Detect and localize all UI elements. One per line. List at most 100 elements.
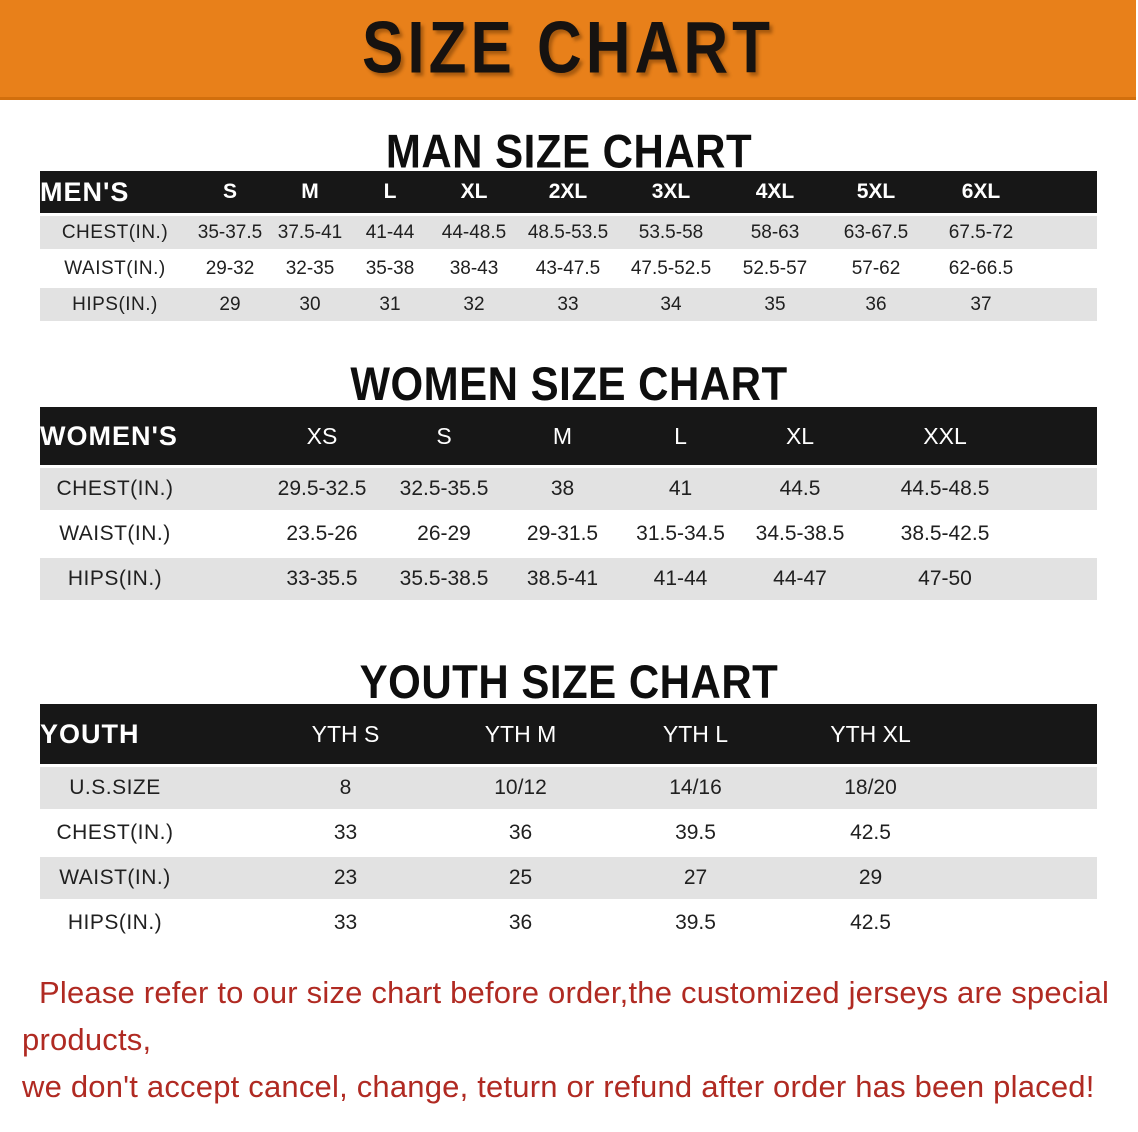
column-header: 2XL (518, 171, 618, 213)
column-header: L (350, 171, 430, 213)
column-header: 5XL (826, 171, 926, 213)
size-value-cell: 48.5-53.5 (518, 216, 618, 249)
size-value-cell: 31 (350, 288, 430, 321)
table-row: CHEST(IN.) 29.5-32.5 32.5-35.5 38 41 44.… (40, 468, 1098, 510)
size-value-cell: 38.5-41 (504, 558, 622, 600)
size-value-cell: 25 (433, 857, 608, 899)
mens-table-label: MEN'S (40, 171, 190, 213)
filler-cell (1036, 252, 1097, 285)
gap-cell (190, 902, 258, 944)
size-value-cell: 32.5-35.5 (384, 468, 505, 510)
size-value-cell: 35 (724, 288, 826, 321)
order-policy-line-2: we don't accept cancel, change, teturn o… (22, 1069, 1095, 1104)
size-value-cell: 53.5-58 (618, 216, 724, 249)
column-header: S (384, 407, 505, 465)
size-value-cell: 44.5-48.5 (860, 468, 1031, 510)
size-value-cell: 47-50 (860, 558, 1031, 600)
gap-cell (190, 468, 261, 510)
size-value-cell: 37.5-41 (270, 216, 350, 249)
size-value-cell: 38-43 (430, 252, 518, 285)
man-size-chart-heading: MAN SIZE CHART (385, 125, 753, 178)
size-value-cell: 33 (258, 902, 433, 944)
column-header: XL (430, 171, 518, 213)
header-filler (1036, 171, 1097, 213)
size-value-cell: 42.5 (783, 902, 958, 944)
youth-table-label: YOUTH (40, 704, 258, 764)
table-row: U.S.SIZE 8 10/12 14/16 18/20 (40, 767, 1097, 809)
row-label: WAIST(IN.) (40, 513, 190, 555)
size-value-cell: 41-44 (350, 216, 430, 249)
youth-size-chart-heading: YOUTH SIZE CHART (359, 655, 779, 708)
size-value-cell: 41 (621, 468, 741, 510)
banner-title: SIZE CHART (362, 7, 774, 90)
size-value-cell: 29 (190, 288, 270, 321)
filler-cell (1036, 216, 1097, 249)
gap-cell (190, 767, 258, 809)
table-row: CHEST(IN.) 35-37.5 37.5-41 41-44 44-48.5… (40, 216, 1097, 249)
table-row: HIPS(IN.) 29 30 31 32 33 34 35 36 37 (40, 288, 1097, 321)
gap-cell (190, 513, 261, 555)
size-value-cell: 23 (258, 857, 433, 899)
column-header: XXL (860, 407, 1031, 465)
column-header: YTH M (433, 704, 608, 764)
size-value-cell: 41-44 (621, 558, 741, 600)
size-value-cell: 36 (433, 902, 608, 944)
table-row: HIPS(IN.) 33-35.5 35.5-38.5 38.5-41 41-4… (40, 558, 1098, 600)
row-label: WAIST(IN.) (40, 857, 190, 899)
row-label: HIPS(IN.) (40, 558, 190, 600)
filler-cell (958, 857, 1097, 899)
size-value-cell: 36 (433, 812, 608, 854)
column-header: 3XL (618, 171, 724, 213)
size-value-cell: 23.5-26 (260, 513, 385, 555)
size-value-cell: 35-38 (350, 252, 430, 285)
size-value-cell: 52.5-57 (724, 252, 826, 285)
row-label: CHEST(IN.) (40, 468, 190, 510)
size-value-cell: 36 (826, 288, 926, 321)
filler-cell (958, 812, 1097, 854)
gap-cell (190, 558, 261, 600)
size-value-cell: 38 (504, 468, 622, 510)
column-header: M (504, 407, 622, 465)
size-value-cell: 35.5-38.5 (384, 558, 505, 600)
table-row: HIPS(IN.) 33 36 39.5 42.5 (40, 902, 1097, 944)
row-label: HIPS(IN.) (40, 288, 190, 321)
column-header: XL (740, 407, 861, 465)
filler-cell (1030, 558, 1098, 600)
size-value-cell: 58-63 (724, 216, 826, 249)
table-row: WAIST(IN.) 29-32 32-35 35-38 38-43 43-47… (40, 252, 1097, 285)
size-value-cell: 14/16 (608, 767, 783, 809)
mens-header-row: MEN'S S M L XL 2XL 3XL 4XL 5XL 6XL (40, 171, 1097, 213)
size-value-cell: 47.5-52.5 (618, 252, 724, 285)
gap-cell (190, 812, 258, 854)
filler-cell (958, 767, 1097, 809)
column-header: YTH L (608, 704, 783, 764)
size-value-cell: 29-32 (190, 252, 270, 285)
size-value-cell: 39.5 (608, 902, 783, 944)
row-label: CHEST(IN.) (40, 812, 190, 854)
size-value-cell: 57-62 (826, 252, 926, 285)
size-value-cell: 42.5 (783, 812, 958, 854)
womens-header-row: WOMEN'S XS S M L XL XXL (40, 407, 1098, 465)
womens-size-table: WOMEN'S XS S M L XL XXL CHEST(IN.) 29.5-… (40, 404, 1098, 603)
size-value-cell: 31.5-34.5 (621, 513, 741, 555)
size-value-cell: 34.5-38.5 (740, 513, 861, 555)
size-value-cell: 32 (430, 288, 518, 321)
youth-size-table: YOUTH YTH S YTH M YTH L YTH XL U.S.SIZE … (40, 701, 1097, 947)
column-header: 4XL (724, 171, 826, 213)
youth-header-row: YOUTH YTH S YTH M YTH L YTH XL (40, 704, 1097, 764)
filler-cell (1036, 288, 1097, 321)
order-policy-note: Please refer to our size chart before or… (22, 969, 1138, 1110)
size-value-cell: 8 (258, 767, 433, 809)
size-value-cell: 34 (618, 288, 724, 321)
column-header: YTH XL (783, 704, 958, 764)
row-label: U.S.SIZE (40, 767, 190, 809)
gap-cell (190, 857, 258, 899)
size-value-cell: 10/12 (433, 767, 608, 809)
women-size-chart-heading: WOMEN SIZE CHART (350, 357, 788, 410)
size-value-cell: 27 (608, 857, 783, 899)
column-header: YTH S (258, 704, 433, 764)
size-value-cell: 30 (270, 288, 350, 321)
size-value-cell: 29 (783, 857, 958, 899)
size-value-cell: 33-35.5 (260, 558, 385, 600)
size-value-cell: 35-37.5 (190, 216, 270, 249)
